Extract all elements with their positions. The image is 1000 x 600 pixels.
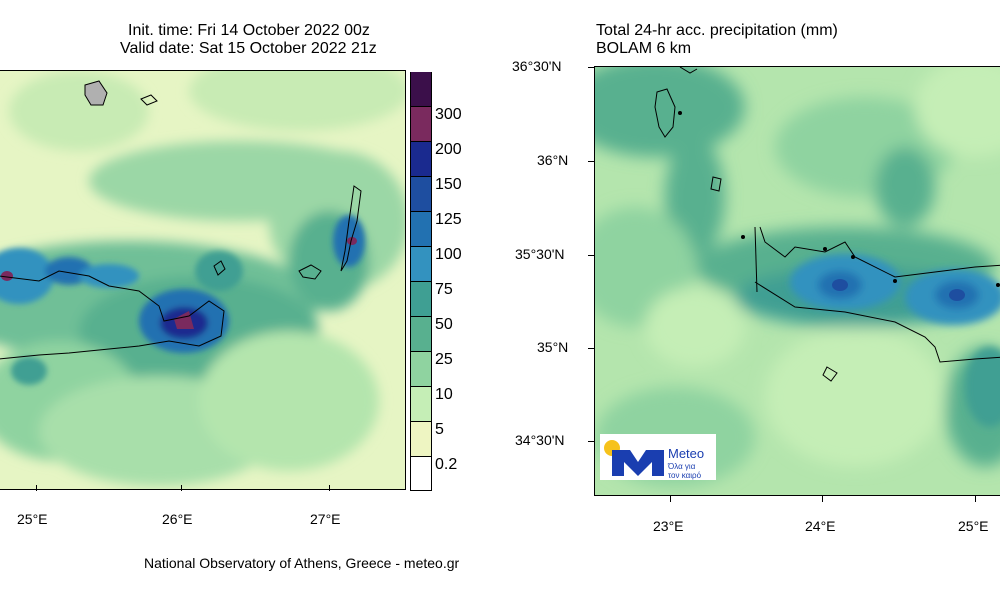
right-y-tick-label: 35°N bbox=[537, 339, 569, 355]
meteo-logo: Meteo Όλα για τον καιρό bbox=[600, 434, 716, 480]
y-tick-mark bbox=[588, 441, 594, 442]
x-tick-mark bbox=[975, 496, 976, 502]
right-map-canvas bbox=[595, 67, 1000, 495]
colorbar-label: 50 bbox=[435, 316, 453, 333]
right-y-tick-label: 36°N bbox=[537, 152, 569, 168]
colorbar-label: 25 bbox=[435, 351, 453, 368]
y-tick-mark bbox=[588, 255, 594, 256]
colorbar-bin bbox=[410, 281, 432, 316]
colorbar-bin bbox=[410, 176, 432, 211]
colorbar-bin bbox=[410, 246, 432, 281]
left-x-tick-label: 27°E bbox=[310, 511, 341, 527]
m-logo-icon bbox=[612, 450, 664, 476]
footer-credit: National Observatory of Athens, Greece -… bbox=[144, 555, 460, 571]
colorbar-label: 75 bbox=[435, 281, 453, 298]
colorbar-label: 300 bbox=[435, 106, 462, 123]
x-tick-mark bbox=[181, 485, 182, 491]
left-x-tick-label: 26°E bbox=[162, 511, 193, 527]
right-x-tick-label: 23°E bbox=[653, 518, 684, 534]
colorbar-bin bbox=[410, 456, 432, 491]
colorbar-bin bbox=[410, 141, 432, 176]
right-y-tick-label: 35°30'N bbox=[515, 246, 565, 262]
logo-tagline-1: Όλα για bbox=[668, 462, 696, 471]
logo-tagline-2: τον καιρό bbox=[668, 471, 702, 480]
chart-title: Total 24-hr acc. precipitation (mm) bbox=[596, 22, 838, 39]
colorbar-label: 5 bbox=[435, 421, 444, 438]
x-tick-mark bbox=[329, 485, 330, 491]
colorbar-label: 100 bbox=[435, 246, 462, 263]
colorbar-label: 125 bbox=[435, 211, 462, 228]
colorbar-bin bbox=[410, 421, 432, 456]
init-time-text: Init. time: Fri 14 October 2022 00z bbox=[128, 22, 370, 39]
x-tick-mark bbox=[670, 496, 671, 502]
colorbar-bin bbox=[410, 386, 432, 421]
colorbar-bin bbox=[410, 351, 432, 386]
left-x-tick-label: 25°E bbox=[17, 511, 48, 527]
y-tick-mark bbox=[588, 348, 594, 349]
right-x-tick-label: 24°E bbox=[805, 518, 836, 534]
y-tick-mark bbox=[588, 67, 594, 68]
colorbar-bin bbox=[410, 106, 432, 141]
colorbar-label: 10 bbox=[435, 386, 453, 403]
right-y-tick-label: 34°30'N bbox=[515, 432, 565, 448]
y-tick-mark bbox=[588, 161, 594, 162]
right-y-tick-label: 36°30'N bbox=[512, 58, 562, 74]
colorbar-label: 0.2 bbox=[435, 456, 458, 473]
left-precip-map bbox=[0, 70, 406, 490]
colorbar-label: 150 bbox=[435, 176, 462, 193]
colorbar-bin bbox=[410, 316, 432, 351]
model-name: BOLAM 6 km bbox=[596, 40, 692, 57]
x-tick-mark bbox=[822, 496, 823, 502]
x-tick-mark bbox=[36, 485, 37, 491]
left-map-canvas bbox=[0, 71, 405, 489]
right-precip-map bbox=[594, 66, 1000, 496]
colorbar-label: 200 bbox=[435, 141, 462, 158]
logo-name: Meteo bbox=[668, 446, 705, 461]
colorbar-bin bbox=[410, 211, 432, 246]
right-x-tick-label: 25°E bbox=[958, 518, 989, 534]
colorbar-bin bbox=[410, 72, 432, 106]
valid-date-text: Valid date: Sat 15 October 2022 21z bbox=[120, 40, 377, 57]
